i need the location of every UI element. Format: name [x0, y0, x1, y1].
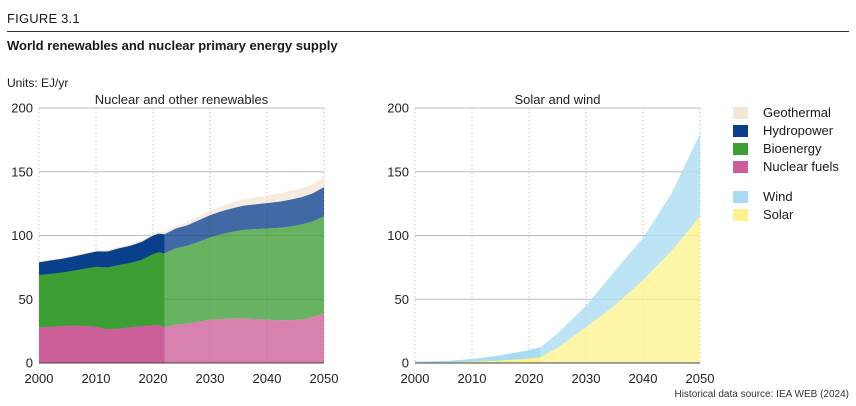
x-tick-label-2030: 2030 — [196, 371, 225, 386]
legend-label-geothermal: Geothermal — [763, 105, 831, 120]
y-tick-label-50: 50 — [19, 292, 33, 307]
panel-title: Solar and wind — [515, 92, 601, 107]
legend-swatch-nuclear-fuels — [733, 161, 748, 173]
x-tick-label-2020: 2020 — [515, 371, 544, 386]
x-tick-label-2020: 2020 — [139, 371, 168, 386]
legend-label-nuclear-fuels: Nuclear fuels — [763, 159, 839, 174]
area-hydropower-historical-nuclear-and-other-renewables — [39, 233, 165, 276]
x-tick-label-2050: 2050 — [310, 371, 339, 386]
area-nuclear-fuels-historical-nuclear-and-other-renewables — [39, 324, 165, 363]
area-solar-historical-solar-and-wind — [415, 357, 541, 363]
area-geothermal-historical-nuclear-and-other-renewables — [39, 231, 165, 263]
legend-swatch-hydropower — [733, 125, 748, 137]
area-geothermal-nuclear-and-other-renewables — [39, 176, 324, 263]
legend-label-solar: Solar — [763, 207, 794, 222]
x-tick-label-2040: 2040 — [629, 371, 658, 386]
y-tick-label-150: 150 — [387, 164, 409, 179]
y-tick-label-100: 100 — [11, 228, 33, 243]
legend-swatch-wind — [733, 191, 748, 203]
units-label: Units: EJ/yr — [7, 76, 69, 90]
panel-nuclear-renewables: 0 50 100 150 200 2000 2010 2020 2030 2040 2050 Nucl… — [11, 92, 338, 386]
x-tick-label-2000: 2000 — [401, 371, 430, 386]
source-note: Historical data source: IEA WEB (2024) — [674, 389, 849, 400]
legend-label-bioenergy: Bioenergy — [763, 141, 822, 156]
x-tick-label-2050: 2050 — [686, 371, 715, 386]
x-tick-label-2010: 2010 — [82, 371, 111, 386]
area-wind-historical-solar-and-wind — [415, 347, 541, 363]
legend-swatch-bioenergy — [733, 143, 748, 155]
area-solar-solar-and-wind — [415, 216, 700, 363]
title-rule — [7, 31, 849, 32]
x-tick-label-2040: 2040 — [253, 371, 282, 386]
x-tick-label-2010: 2010 — [458, 371, 487, 386]
legend-swatch-geothermal — [733, 107, 748, 119]
y-tick-label-150: 150 — [11, 164, 33, 179]
y-tick-label-50: 50 — [395, 292, 409, 307]
legend-swatch-solar — [733, 209, 748, 221]
x-tick-label-2030: 2030 — [572, 371, 601, 386]
area-wind-solar-and-wind — [415, 133, 700, 363]
y-tick-label-0: 0 — [402, 356, 409, 371]
figure-label: FIGURE 3.1 — [7, 11, 80, 26]
area-bioenergy-historical-nuclear-and-other-renewables — [39, 252, 165, 330]
y-tick-label-100: 100 — [387, 228, 409, 243]
x-tick-label-2000: 2000 — [25, 371, 54, 386]
y-tick-label-200: 200 — [387, 101, 409, 116]
legend-label-wind: Wind — [763, 189, 793, 204]
y-tick-label-200: 200 — [11, 101, 33, 116]
panel-title: Nuclear and other renewables — [95, 92, 269, 107]
figure-title: World renewables and nuclear primary ene… — [7, 38, 338, 53]
panel-solar-wind: 0 50 100 150 200 2000 2010 2020 2030 2040 2050 Sola… — [387, 92, 714, 386]
y-tick-label-0: 0 — [26, 356, 33, 371]
legend-label-hydropower: Hydropower — [763, 123, 834, 138]
